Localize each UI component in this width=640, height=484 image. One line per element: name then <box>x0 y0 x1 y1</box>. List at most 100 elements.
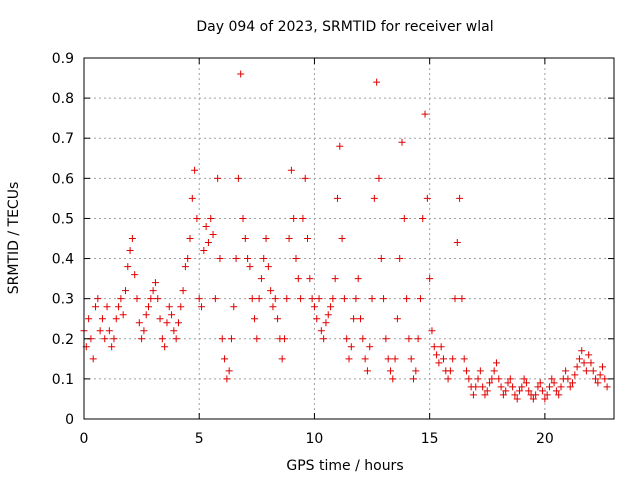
data-point <box>474 375 482 383</box>
data-point <box>218 335 226 343</box>
data-point <box>234 174 242 182</box>
data-point <box>142 311 150 319</box>
data-point <box>368 295 376 303</box>
data-point <box>601 375 609 383</box>
data-point <box>398 138 406 146</box>
data-point <box>465 375 473 383</box>
x-tick-label: 10 <box>306 431 324 447</box>
data-point <box>193 214 201 222</box>
data-point <box>85 315 93 323</box>
data-point <box>105 327 113 335</box>
data-point <box>285 235 293 242</box>
data-point <box>458 295 466 303</box>
data-point <box>400 214 408 222</box>
data-point <box>453 239 461 247</box>
data-point <box>94 295 102 303</box>
data-point <box>483 387 491 395</box>
data-point <box>363 367 371 375</box>
data-point <box>557 383 565 391</box>
data-point <box>177 303 185 311</box>
data-point <box>472 383 480 391</box>
data-point <box>299 214 307 222</box>
data-point <box>370 194 378 202</box>
data-point <box>541 395 549 403</box>
data-point <box>569 379 577 387</box>
data-point <box>585 351 593 359</box>
data-point <box>504 379 512 387</box>
data-point <box>564 375 572 383</box>
data-point <box>216 255 224 263</box>
data-point <box>446 367 454 375</box>
data-point <box>410 375 418 383</box>
data-point <box>361 355 369 363</box>
data-point <box>386 367 394 375</box>
data-point <box>101 335 109 343</box>
data-point <box>333 194 341 202</box>
data-point <box>469 391 477 399</box>
data-point <box>340 295 348 303</box>
data-point <box>525 387 533 395</box>
data-point <box>518 383 526 391</box>
data-point <box>239 214 247 222</box>
data-point <box>571 371 579 379</box>
data-point <box>596 371 604 379</box>
data-point <box>419 214 427 222</box>
data-point <box>179 287 187 295</box>
data-point <box>98 315 106 323</box>
y-tick-label: 0.1 <box>52 372 74 388</box>
data-point <box>200 247 208 255</box>
data-point <box>502 387 510 395</box>
data-point <box>227 335 235 343</box>
data-point <box>124 263 132 271</box>
data-point <box>426 275 434 283</box>
data-point <box>133 295 141 303</box>
data-point <box>320 335 328 343</box>
data-point <box>449 355 457 363</box>
data-point <box>297 295 305 303</box>
data-point <box>253 335 261 343</box>
data-point <box>112 315 120 323</box>
data-point <box>198 303 206 311</box>
data-point <box>225 367 233 375</box>
data-point <box>347 343 355 351</box>
data-point <box>506 375 514 383</box>
data-point <box>479 383 487 391</box>
data-point <box>428 327 436 335</box>
data-point <box>357 315 365 323</box>
data-point <box>156 315 164 323</box>
data-point <box>382 335 390 343</box>
data-point <box>463 367 471 375</box>
data-point <box>578 347 586 355</box>
data-point <box>202 222 210 230</box>
data-point <box>248 295 256 303</box>
data-point <box>566 383 574 391</box>
data-point <box>430 343 438 351</box>
data-point <box>456 194 464 202</box>
x-tick-label: 0 <box>80 431 89 447</box>
data-point <box>451 295 459 303</box>
data-point <box>377 255 385 263</box>
data-point <box>195 295 203 303</box>
data-point <box>552 387 560 395</box>
x-tick-label: 15 <box>421 431 439 447</box>
data-point <box>534 383 542 391</box>
data-point <box>324 311 332 319</box>
data-point <box>490 367 498 375</box>
data-point <box>548 375 556 383</box>
data-point <box>414 335 422 343</box>
data-point <box>396 255 404 263</box>
data-point <box>262 235 270 242</box>
data-point <box>306 275 314 283</box>
data-point <box>421 110 429 118</box>
data-point <box>327 303 335 311</box>
data-point <box>532 391 540 399</box>
data-point <box>433 351 441 359</box>
data-point <box>126 247 134 255</box>
data-point <box>271 295 279 303</box>
data-point <box>598 363 606 371</box>
data-point <box>310 303 318 311</box>
data-point <box>345 355 353 363</box>
data-point <box>343 335 351 343</box>
data-point <box>315 295 323 303</box>
data-point <box>511 391 519 399</box>
